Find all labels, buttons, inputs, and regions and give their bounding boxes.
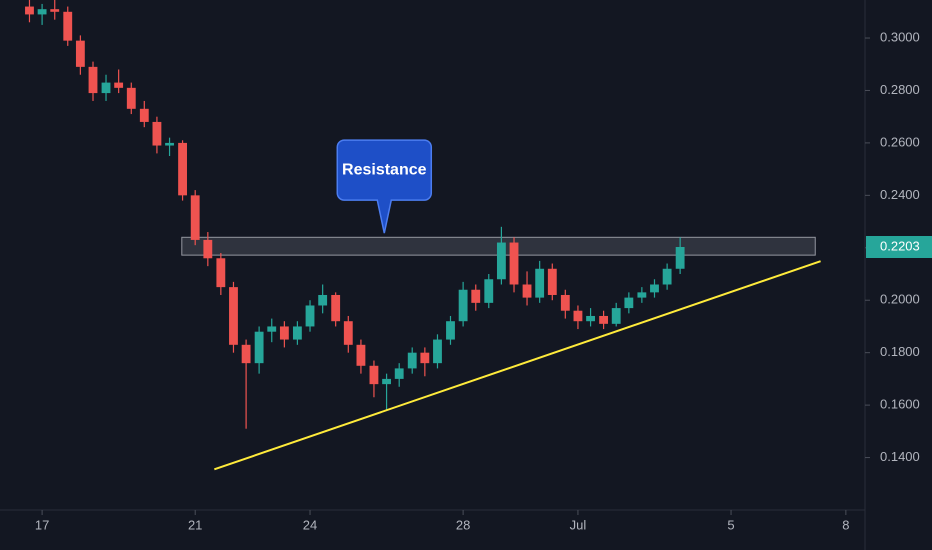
candle-body bbox=[114, 82, 124, 88]
candle-body bbox=[203, 239, 213, 259]
candle-body bbox=[650, 284, 659, 293]
candle-body bbox=[599, 315, 609, 324]
candle-body bbox=[496, 242, 506, 280]
x-tick-label: 24 bbox=[303, 517, 317, 532]
candle-body bbox=[63, 11, 73, 41]
candle-body bbox=[241, 344, 251, 364]
x-tick-label: 21 bbox=[188, 517, 202, 532]
candle-body bbox=[624, 297, 634, 309]
candle-body bbox=[25, 6, 34, 15]
candle-body bbox=[190, 195, 200, 240]
candle-body bbox=[267, 326, 277, 332]
callout-text: Resistance bbox=[342, 161, 427, 178]
candle-body bbox=[254, 331, 264, 364]
candle-body bbox=[343, 321, 353, 345]
candle-body bbox=[356, 344, 366, 366]
candle-body bbox=[458, 289, 468, 322]
y-tick-label: 0.1600 bbox=[880, 397, 920, 412]
last-price-box bbox=[866, 236, 932, 259]
y-tick-label: 0.2400 bbox=[880, 187, 920, 202]
y-tick-label: 0.1400 bbox=[880, 449, 920, 464]
candle-body bbox=[675, 247, 685, 269]
x-tick-label: 5 bbox=[727, 517, 734, 532]
candle-body bbox=[407, 352, 417, 369]
candle-body bbox=[331, 294, 341, 322]
last-price-label: 0.2203 bbox=[880, 238, 920, 253]
candle-body bbox=[394, 368, 404, 379]
candle-body bbox=[75, 40, 85, 67]
candle-body bbox=[547, 268, 557, 295]
candle-body bbox=[637, 292, 647, 298]
y-tick-label: 0.2800 bbox=[880, 82, 920, 97]
candle-body bbox=[611, 308, 621, 324]
candle-body bbox=[484, 279, 494, 303]
candle-body bbox=[509, 242, 519, 285]
candle-body bbox=[471, 289, 481, 303]
candle-body bbox=[318, 294, 328, 306]
candle-body bbox=[88, 66, 98, 94]
candle-body bbox=[382, 378, 391, 385]
candle-body bbox=[369, 365, 379, 385]
y-tick-label: 0.2600 bbox=[880, 134, 920, 149]
candle-body bbox=[292, 326, 302, 340]
x-tick-label: Jul bbox=[570, 517, 587, 532]
candle-body bbox=[216, 258, 226, 288]
y-tick-label: 0.3000 bbox=[880, 29, 920, 44]
callout bbox=[336, 139, 433, 234]
candle-body bbox=[305, 305, 315, 327]
candle-body bbox=[126, 87, 136, 109]
candle-body bbox=[37, 9, 47, 15]
y-tick-label: 0.2000 bbox=[880, 292, 920, 307]
candle-body bbox=[535, 268, 545, 298]
candle-body bbox=[573, 310, 583, 322]
candle-body bbox=[229, 287, 238, 345]
candle-body bbox=[420, 352, 430, 364]
candle-body bbox=[522, 284, 532, 298]
y-tick-label: 0.1800 bbox=[880, 344, 920, 359]
candle-body bbox=[446, 321, 455, 340]
candle-body bbox=[586, 315, 595, 322]
x-tick-label: 8 bbox=[842, 517, 849, 532]
candle-body bbox=[50, 9, 60, 12]
x-tick-label: 17 bbox=[35, 517, 49, 532]
candle-body bbox=[152, 121, 162, 146]
candle-body bbox=[662, 268, 672, 285]
candle-body bbox=[279, 326, 289, 340]
candle-body bbox=[101, 82, 111, 94]
candle-body bbox=[139, 108, 149, 122]
trendline bbox=[214, 260, 821, 471]
x-tick-label: 28 bbox=[456, 517, 470, 532]
candle-body bbox=[178, 142, 187, 196]
candle-body bbox=[433, 339, 442, 364]
candle-body bbox=[560, 294, 570, 311]
candle-body bbox=[165, 142, 174, 146]
